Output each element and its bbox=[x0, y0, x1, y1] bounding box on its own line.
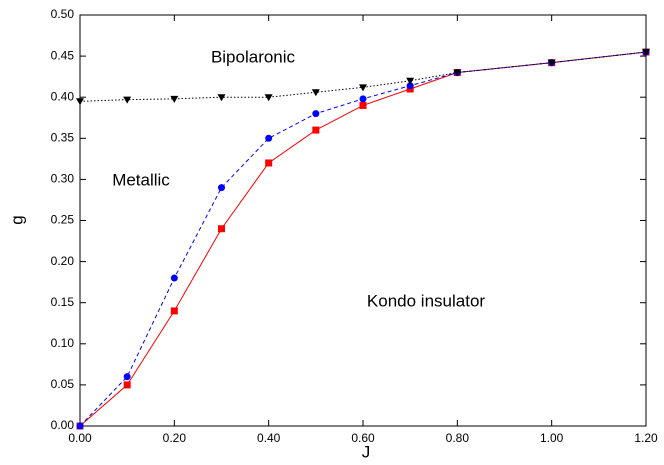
marker bbox=[170, 307, 178, 315]
marker bbox=[76, 422, 84, 430]
marker bbox=[170, 274, 178, 282]
y-tick-label: 0.35 bbox=[51, 130, 75, 144]
marker bbox=[170, 95, 179, 103]
marker bbox=[547, 59, 556, 67]
marker bbox=[265, 134, 273, 142]
region-label: Kondo insulator bbox=[367, 291, 485, 310]
y-tick-label: 0.20 bbox=[51, 254, 75, 268]
y-tick-label: 0.30 bbox=[51, 172, 75, 186]
series-line bbox=[79, 51, 647, 102]
marker bbox=[265, 159, 273, 167]
marker bbox=[453, 69, 462, 77]
marker bbox=[359, 95, 367, 103]
marker bbox=[218, 184, 225, 192]
plot-frame bbox=[79, 14, 647, 427]
marker bbox=[642, 48, 650, 56]
marker bbox=[217, 94, 226, 102]
x-tick-label: 0.40 bbox=[257, 431, 281, 445]
y-tick-label: 0.00 bbox=[51, 418, 75, 432]
x-tick-label: 0.80 bbox=[446, 431, 470, 445]
marker bbox=[359, 101, 367, 109]
region-label: Bipolaronic bbox=[211, 47, 296, 66]
y-tick-label: 0.05 bbox=[51, 377, 75, 391]
marker bbox=[264, 94, 273, 102]
x-tick-label: 1.20 bbox=[634, 431, 658, 445]
marker bbox=[406, 82, 414, 90]
y-axis-label: g bbox=[7, 215, 26, 224]
marker bbox=[312, 110, 320, 118]
x-tick-label: 0.20 bbox=[163, 431, 187, 445]
marker bbox=[359, 84, 367, 92]
marker bbox=[312, 126, 320, 134]
marker bbox=[406, 77, 415, 85]
region-label: Metallic bbox=[112, 170, 170, 189]
marker bbox=[311, 89, 320, 97]
y-tick-label: 0.25 bbox=[51, 213, 75, 227]
y-tick-label: 0.45 bbox=[51, 48, 75, 62]
x-tick-label: 0.60 bbox=[351, 431, 375, 445]
marker bbox=[218, 225, 225, 233]
y-tick-label: 0.50 bbox=[51, 7, 75, 21]
marker bbox=[123, 96, 132, 104]
y-tick-label: 0.10 bbox=[51, 336, 75, 350]
marker bbox=[76, 98, 84, 106]
marker bbox=[123, 373, 131, 381]
x-tick-label: 0.00 bbox=[68, 431, 92, 445]
y-tick-label: 0.15 bbox=[51, 295, 75, 309]
x-axis-label: J bbox=[362, 442, 371, 461]
x-tick-label: 1.00 bbox=[540, 431, 564, 445]
y-tick-label: 0.40 bbox=[51, 89, 75, 103]
marker bbox=[123, 381, 131, 389]
